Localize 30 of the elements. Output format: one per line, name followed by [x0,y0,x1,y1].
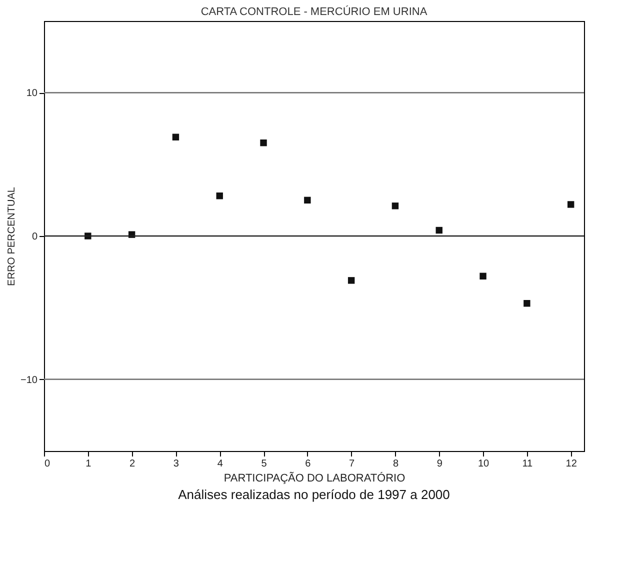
x-tick-label: 5 [261,458,268,470]
text: Análises realizadas no período de 1997 a 2000 [178,487,450,502]
y-tick-label: 0 [32,232,38,242]
x-tick-label: 0 [44,458,50,470]
x-axis-title: PARTICIPAÇÃO DO LABORATÓRIO [224,472,406,484]
point [480,272,486,280]
y-tick-label: 10 [26,88,38,100]
x-tick-label: 3 [173,458,180,470]
point [392,202,399,210]
point [304,196,311,204]
point [567,201,574,208]
x-tick-label: 4 [217,458,224,470]
point [436,226,442,234]
x-tick-label: 10 [478,458,490,470]
y-axis-title: ERRO PERCENTUAL [6,186,18,286]
chart-title: CARTA CONTROLE - MERCÚRIO EM URINA [200,5,428,18]
point [348,277,355,284]
point [524,300,530,307]
y-tick-label: −10 [20,374,38,386]
x-tick-label: 6 [305,458,312,470]
x-tick-label: 12 [566,458,578,470]
x-tick-label: 11 [522,458,534,470]
x-tick-label: 8 [392,458,399,470]
point [216,192,223,200]
x-tick-label: 1 [86,458,92,470]
point [260,139,267,146]
x-tick-label: 9 [436,458,443,470]
x-tick-label: 7 [349,458,356,470]
point [172,134,180,140]
x-tick-label: 2 [130,458,136,470]
